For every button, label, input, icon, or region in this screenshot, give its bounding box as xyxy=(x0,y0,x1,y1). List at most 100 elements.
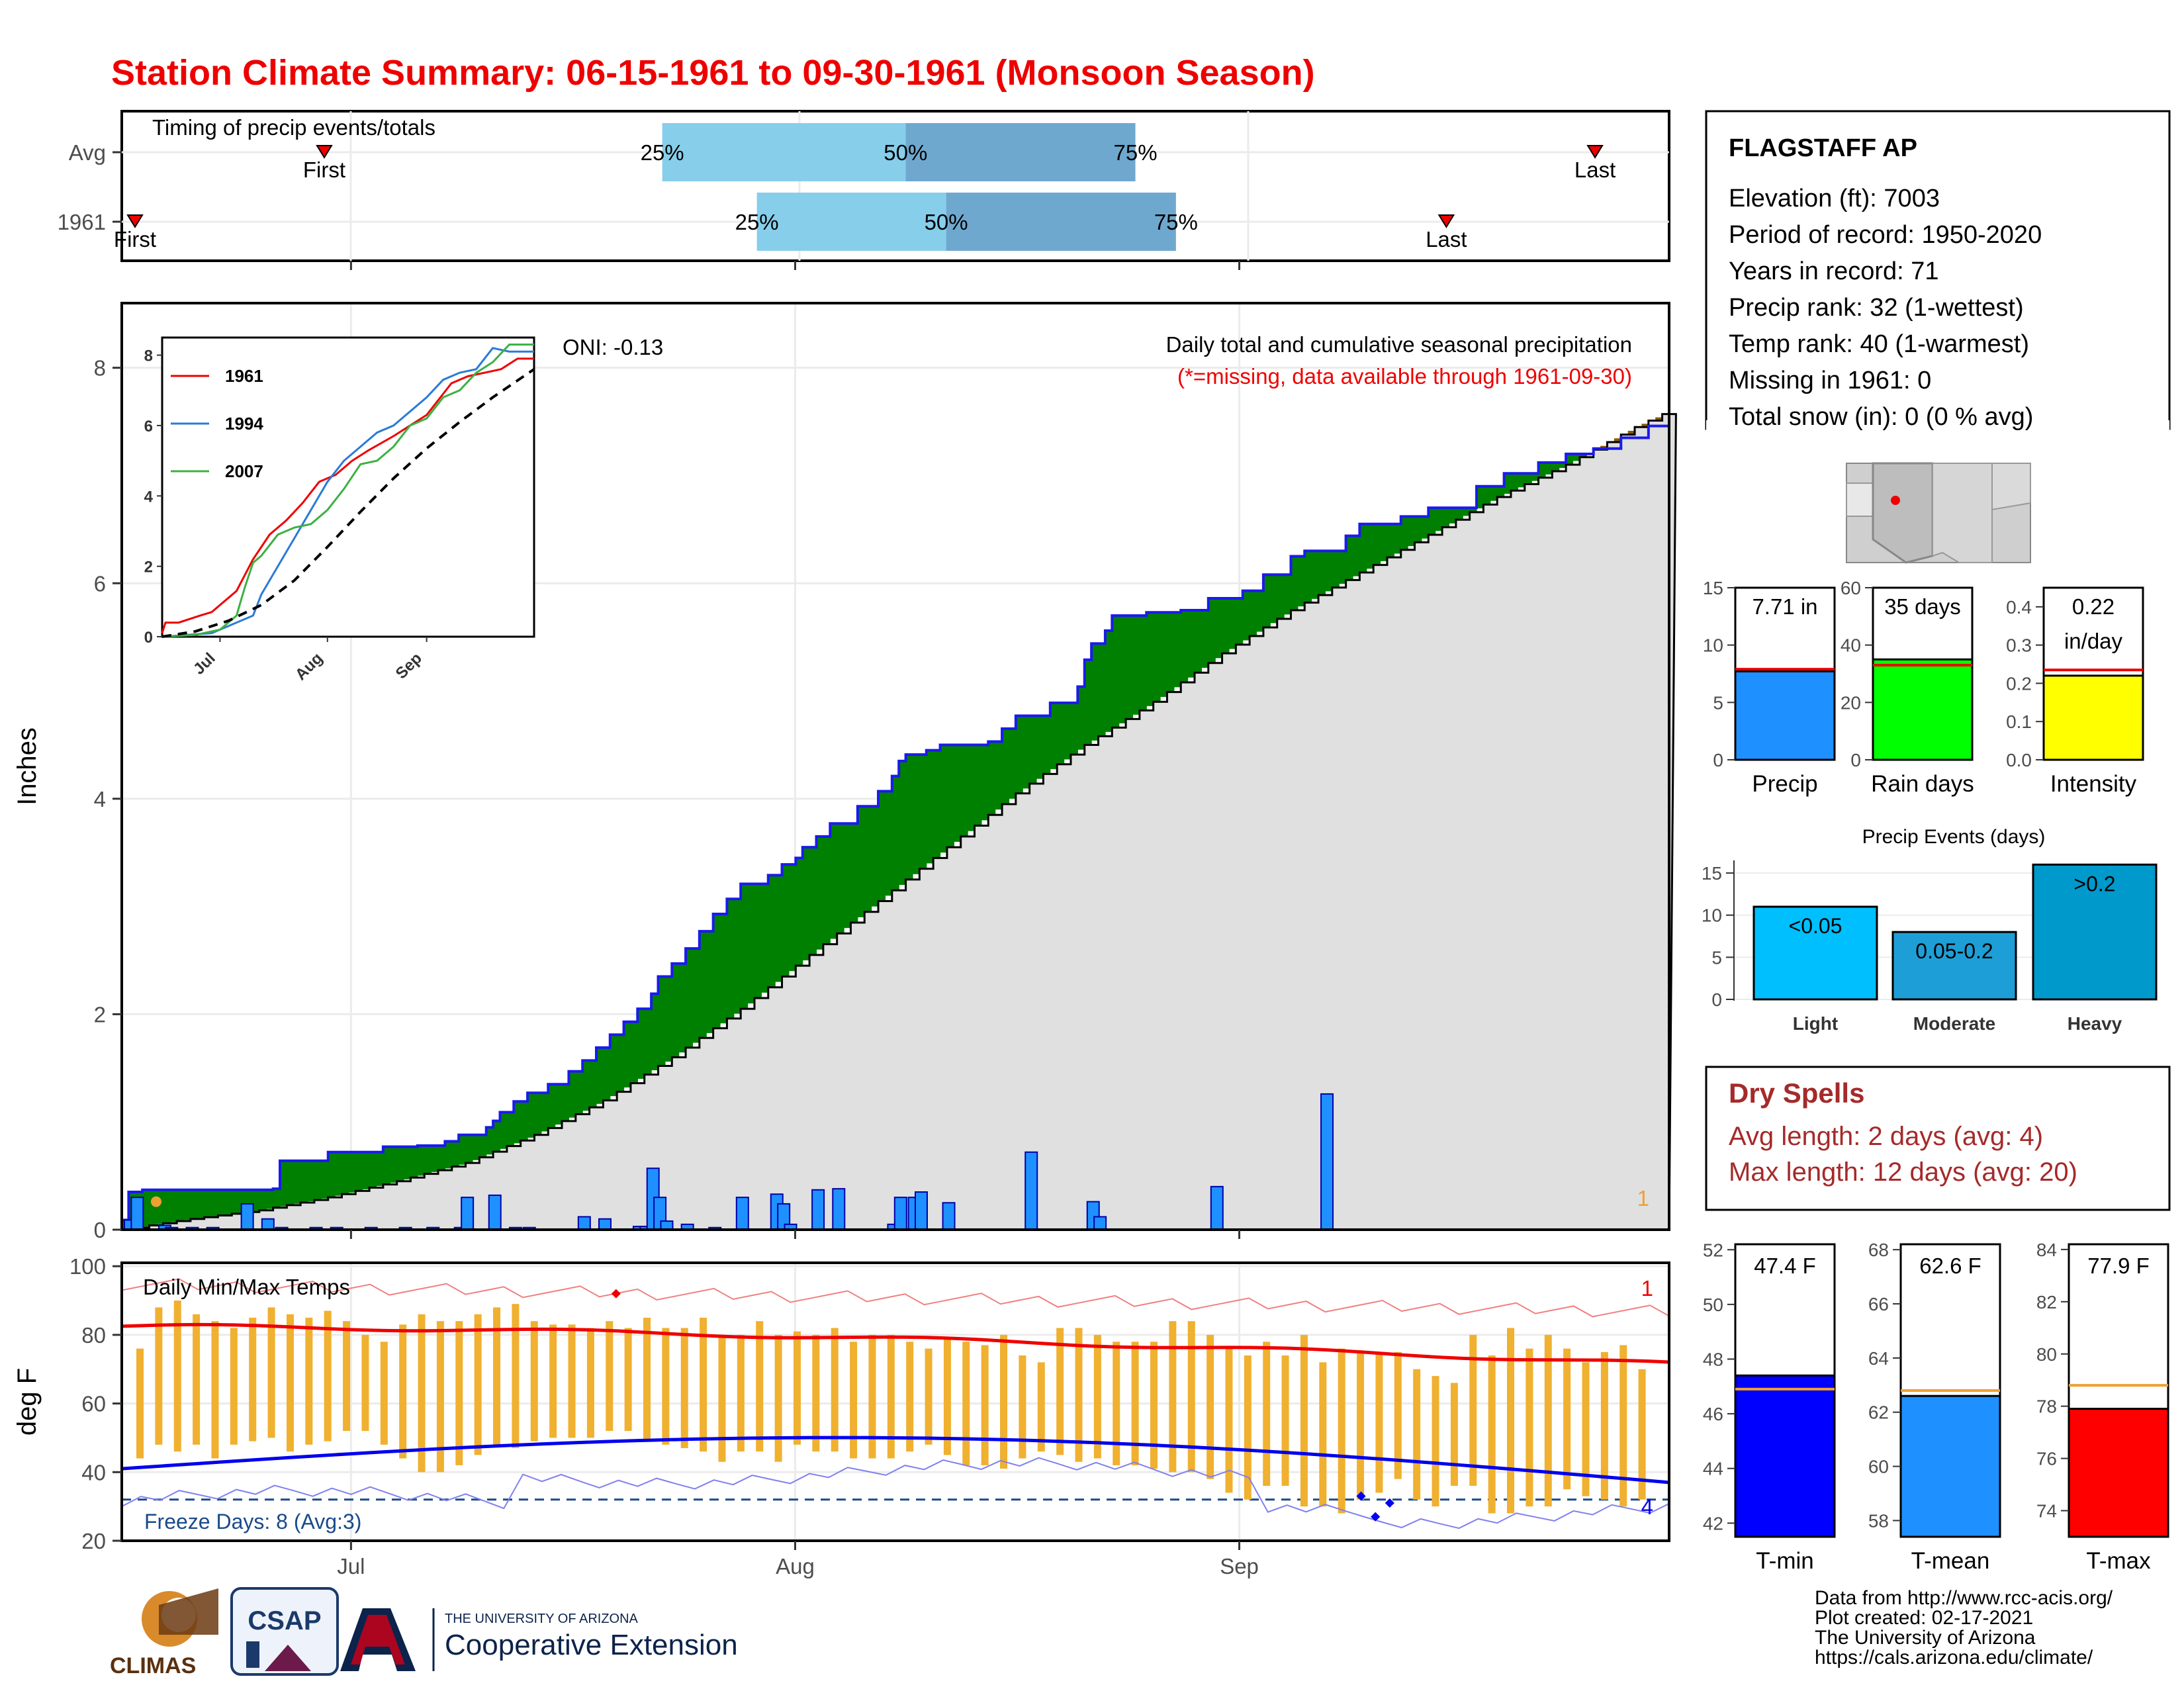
cumulative-diff-band xyxy=(218,1189,226,1216)
daily-temp-bar xyxy=(436,1321,444,1473)
cumulative-diff-band xyxy=(768,875,776,987)
daily-temp-bar xyxy=(756,1321,764,1452)
daily-temp-bar xyxy=(1206,1334,1214,1479)
cumulative-diff-band xyxy=(885,791,893,896)
daily-precip-bar xyxy=(1024,1151,1038,1230)
inset-legend-label: 1994 xyxy=(225,414,263,434)
cumulative-diff-band xyxy=(933,750,941,858)
cumulative-diff-band xyxy=(1304,551,1312,603)
mini-bar-value: 35 days xyxy=(1884,594,1961,619)
cumulative-diff-band xyxy=(348,1152,356,1193)
temp-header: Daily Min/Max Temps xyxy=(143,1275,350,1299)
cumulative-diff-band xyxy=(404,1146,412,1179)
credit-university: The University of Arizona xyxy=(1815,1627,2036,1649)
daily-precip-bar xyxy=(811,1189,825,1231)
timing-box-50-75 xyxy=(946,193,1176,251)
cumulative-diff-band xyxy=(1511,473,1518,491)
daily-precip-bar xyxy=(598,1218,612,1231)
dry-spells-max: Max length: 12 days (avg: 20) xyxy=(1729,1158,2077,1187)
cumulative-diff-band xyxy=(878,791,886,901)
cumulative-diff-band xyxy=(1242,590,1250,641)
cumulative-diff-band xyxy=(1084,659,1092,745)
cumulative-diff-band xyxy=(617,1034,625,1092)
cumulative-diff-band xyxy=(520,1101,528,1141)
inset-y-tick: 8 xyxy=(144,347,153,365)
daily-temp-bar xyxy=(474,1314,482,1455)
cumulative-diff-band xyxy=(1504,473,1512,494)
inset-y-tick: 0 xyxy=(144,629,153,647)
events-y-tick: 15 xyxy=(1702,863,1722,884)
precip-y-tick: 8 xyxy=(94,356,106,381)
temp-summary-label: T-min xyxy=(1756,1548,1814,1574)
daily-temp-bar xyxy=(1375,1351,1383,1493)
precip-y-label: Inches xyxy=(13,727,42,805)
temp-summary-value: 47.4 F xyxy=(1754,1254,1816,1278)
daily-temp-bars xyxy=(136,1301,1646,1514)
cumulative-diff-band xyxy=(1318,551,1326,596)
precip-header: Daily total and cumulative seasonal prec… xyxy=(1166,332,1632,357)
cumulative-diff-band xyxy=(224,1189,232,1215)
cumulative-diff-band xyxy=(246,1189,253,1212)
mini-bar-1 xyxy=(1872,658,1974,761)
mini-bar-label: Intensity xyxy=(2050,771,2137,797)
cumulative-diff-band xyxy=(1112,616,1120,728)
cumulative-diff-band xyxy=(259,1189,267,1211)
climas-logo-text: CLIMAS xyxy=(110,1653,196,1678)
cumulative-diff-band xyxy=(1387,524,1394,558)
cumulative-diff-band xyxy=(816,836,824,950)
ua-name-text: THE UNIVERSITY OF ARIZONA xyxy=(445,1612,639,1626)
cumulative-diff-band xyxy=(857,806,865,917)
event-bar-label: Light xyxy=(1793,1013,1838,1034)
credit-plot-created: Plot created: 02-17-2021 xyxy=(1815,1607,2033,1629)
inset-legend-label: 2007 xyxy=(225,461,263,481)
cumulative-diff-band xyxy=(472,1134,480,1160)
cumulative-diff-band xyxy=(376,1152,384,1187)
timing-header: Timing of precip events/totals xyxy=(152,115,435,140)
cumulative-diff-band xyxy=(1572,453,1580,461)
timing-p75-label: 75% xyxy=(1114,140,1158,165)
cumulative-diff-band xyxy=(300,1160,308,1203)
daily-temp-bar xyxy=(981,1345,989,1465)
cumulative-diff-band xyxy=(1228,598,1236,649)
daily-temp-bar xyxy=(586,1328,594,1438)
cumulative-diff-band xyxy=(266,1189,274,1209)
cumulative-diff-band xyxy=(1455,508,1463,520)
cumulative-diff-band xyxy=(796,858,803,966)
cumulative-diff-band xyxy=(1579,453,1587,457)
credit-url: https://cals.arizona.edu/climate/ xyxy=(1815,1647,2093,1668)
daily-precip-bar xyxy=(261,1218,275,1231)
temp-panel: Daily Min/Max Temps Freeze Days: 8 (Avg:… xyxy=(13,1254,1670,1578)
cumulative-diff-band xyxy=(1139,616,1147,711)
temp-y-label: deg F xyxy=(13,1368,42,1436)
timing-last-label: Last xyxy=(1426,227,1467,251)
temp-hot-marker: 1 xyxy=(1641,1276,1653,1301)
temp-summary-tick: 46 xyxy=(1703,1404,1723,1424)
cumulative-diff-band xyxy=(713,914,721,1028)
daily-temp-bar xyxy=(887,1334,895,1459)
cumulative-precip-area xyxy=(122,413,1677,1231)
daily-temp-bar xyxy=(1488,1355,1496,1514)
station-line-missing: Missing in 1961: 0 xyxy=(1729,367,1931,394)
daily-precip-bar xyxy=(735,1197,749,1231)
cumulative-diff-band xyxy=(1345,535,1353,580)
cumulative-diff-band xyxy=(1270,574,1278,623)
cumulative-diff-band xyxy=(1208,598,1216,663)
cumulative-diff-band xyxy=(1015,715,1023,794)
cumulative-diff-band xyxy=(211,1189,219,1216)
cumulative-diff-band xyxy=(569,1071,576,1118)
daily-temp-bar xyxy=(1019,1355,1026,1459)
events-y-tick: 5 xyxy=(1711,947,1722,968)
mini-bar-tick: 0.3 xyxy=(2006,635,2032,656)
daily-temp-bar xyxy=(1093,1334,1101,1459)
daily-temp-bar xyxy=(568,1324,576,1438)
timing-first-marker xyxy=(316,145,333,159)
cumulative-diff-band xyxy=(830,823,838,939)
cumulative-diff-band xyxy=(905,754,913,880)
daily-temp-bar xyxy=(230,1328,238,1445)
daily-temp-bar xyxy=(718,1334,726,1462)
station-info: FLAGSTAFF AP Elevation (ft): 7003 Period… xyxy=(1705,110,2171,434)
cooperative-extension-text: Cooperative Extension xyxy=(445,1629,738,1661)
temp-summary-bar-1 xyxy=(1899,1394,2001,1538)
cumulative-diff-band xyxy=(514,1101,522,1144)
cumulative-diff-band xyxy=(1332,551,1340,588)
